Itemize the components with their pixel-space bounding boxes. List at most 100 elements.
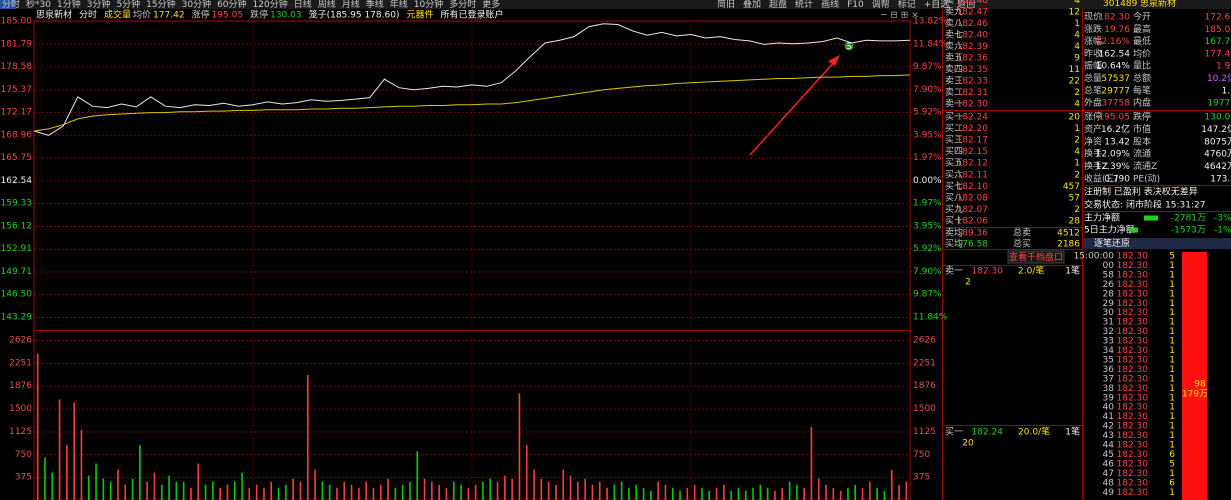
- volume-bar: [598, 481, 601, 500]
- quote-value: 29777: [1101, 86, 1130, 96]
- ask-label: 卖十: [945, 0, 963, 6]
- volume-bar: [277, 487, 280, 500]
- ask-label: 卖四: [945, 64, 963, 75]
- quote-label: 量比: [1133, 60, 1151, 72]
- y-tick-label: 152.91: [1, 244, 33, 254]
- trade-time: 58: [1103, 270, 1115, 280]
- quote-value: 173.9: [1210, 175, 1231, 185]
- ask-volume: 9: [1074, 54, 1080, 64]
- volume-bar: [876, 487, 878, 500]
- volume-bar: [606, 487, 608, 500]
- toolbar-tab[interactable]: 15分钟: [146, 0, 175, 10]
- toolbar-button[interactable]: F10: [847, 0, 864, 10]
- toolbar-tab[interactable]: 多分时: [449, 0, 476, 10]
- volume-bar: [292, 478, 294, 500]
- toolbar-tab[interactable]: 3分钟: [87, 0, 111, 10]
- ask-volume: 12: [1069, 8, 1080, 18]
- quote-value: 19779: [1207, 99, 1231, 109]
- toolbar-tab[interactable]: 分时: [2, 0, 20, 10]
- quote-value: 10.64%: [1096, 62, 1131, 72]
- quote-value: 1.96: [1216, 62, 1231, 72]
- bid-price: 182.15: [957, 147, 989, 157]
- toolbar-tab[interactable]: 30分钟: [182, 0, 211, 10]
- quote-value: 4642万: [1204, 162, 1231, 172]
- ask-volume: 2: [1074, 88, 1080, 98]
- volume-bar: [87, 475, 90, 500]
- flow-indicator: [1130, 227, 1138, 233]
- trade-price: 182.30: [1117, 261, 1149, 271]
- ask-volume: 22: [1069, 77, 1080, 87]
- window-icons[interactable]: − ⊟ ⊞ ×: [880, 11, 919, 21]
- toolbar-button[interactable]: 超盘: [769, 0, 787, 10]
- trade-volume: 1: [1169, 337, 1175, 347]
- bid-price: 182.10: [957, 182, 989, 192]
- volume-bar: [482, 481, 484, 500]
- volume-bar: [204, 484, 207, 500]
- toolbar-tab[interactable]: 1分钟: [57, 0, 81, 10]
- toolbar-tab[interactable]: 秒*30: [26, 0, 51, 10]
- y-tick-label: 156.12: [1, 221, 33, 231]
- volume-bar: [175, 481, 178, 500]
- bid-label: 买三: [945, 135, 963, 146]
- chart-header-text: 涨停: [192, 9, 210, 21]
- toolbar-button[interactable]: 叠加: [743, 0, 761, 10]
- toolbar-button[interactable]: +自选: [924, 0, 950, 10]
- trades-header-bg: [1083, 238, 1231, 249]
- quote-label: 涨跌: [1084, 24, 1102, 35]
- queue-button[interactable]: [1007, 250, 1065, 264]
- ask-label: 卖七: [945, 30, 963, 41]
- y2-tick-label: 13.82%: [913, 17, 948, 27]
- toolbar-button[interactable]: 简旧: [717, 0, 735, 10]
- volume-bar: [679, 490, 681, 500]
- volume-bar: [613, 484, 616, 500]
- toolbar-tab[interactable]: 周线: [318, 0, 336, 10]
- toolbar-button[interactable]: 统计: [795, 0, 813, 10]
- toolbar-button[interactable]: 画线: [821, 0, 839, 10]
- trade-price: 182.30: [1117, 384, 1149, 394]
- toolbar-tab[interactable]: 10分钟: [414, 0, 443, 10]
- toolbar-tab[interactable]: 季线: [366, 0, 384, 10]
- trade-volume: 1: [1169, 441, 1175, 451]
- volume-bar: [810, 426, 813, 500]
- ask-price: 182.47: [957, 8, 989, 18]
- active-tab: [0, 0, 16, 9]
- summary-volume: 2186: [1057, 240, 1080, 250]
- flow-indicator: [1144, 215, 1158, 221]
- toolbar-button[interactable]: 返回: [957, 0, 975, 10]
- volume-bar: [139, 445, 141, 500]
- trade-price: 182.30: [1117, 337, 1149, 347]
- volume-bar: [547, 481, 550, 500]
- quote-label: 涨幅: [1084, 35, 1102, 47]
- quote-value: 172.65: [1205, 13, 1231, 23]
- toolbar-tab[interactable]: 120分钟: [253, 0, 288, 10]
- volume-bar: [657, 481, 659, 500]
- y-tick-label: 159.33: [1, 199, 33, 209]
- flow-value: -2781万: [1171, 214, 1206, 224]
- ask-label: 卖九: [945, 7, 963, 18]
- trade-price: 182.30: [1117, 459, 1149, 469]
- toolbar-tab[interactable]: 60分钟: [217, 0, 246, 10]
- toolbar-button[interactable]: 标记: [898, 0, 916, 10]
- volume-bar: [555, 484, 557, 500]
- bid-volume: 457: [1063, 182, 1080, 192]
- toolbar-tab[interactable]: 年线: [390, 0, 408, 10]
- y-tick-label: 750: [15, 450, 32, 460]
- toolbar-tab[interactable]: 5分钟: [116, 0, 140, 10]
- trade-time: 32: [1103, 327, 1114, 337]
- toolbar-tab[interactable]: 月线: [342, 0, 360, 10]
- quote-label: 换手: [1084, 148, 1102, 160]
- volume-bar: [314, 469, 316, 500]
- volume-bar: [693, 484, 696, 500]
- volume-bar: [168, 475, 170, 500]
- y2-tick-label: 1500: [913, 404, 936, 414]
- y2-tick-label: 1876: [913, 381, 936, 391]
- summary-label: 卖均: [945, 227, 963, 239]
- toolbar-button[interactable]: 调帮: [872, 0, 890, 10]
- volume-bar: [387, 478, 389, 500]
- toolbar-tab[interactable]: 更多: [482, 0, 500, 10]
- volume-bar: [401, 484, 404, 500]
- volume-bar: [861, 487, 864, 500]
- toolbar-tab[interactable]: 日线: [294, 0, 312, 10]
- y-tick-label: 1876: [9, 381, 32, 391]
- trade-price: 182.30: [1117, 478, 1149, 488]
